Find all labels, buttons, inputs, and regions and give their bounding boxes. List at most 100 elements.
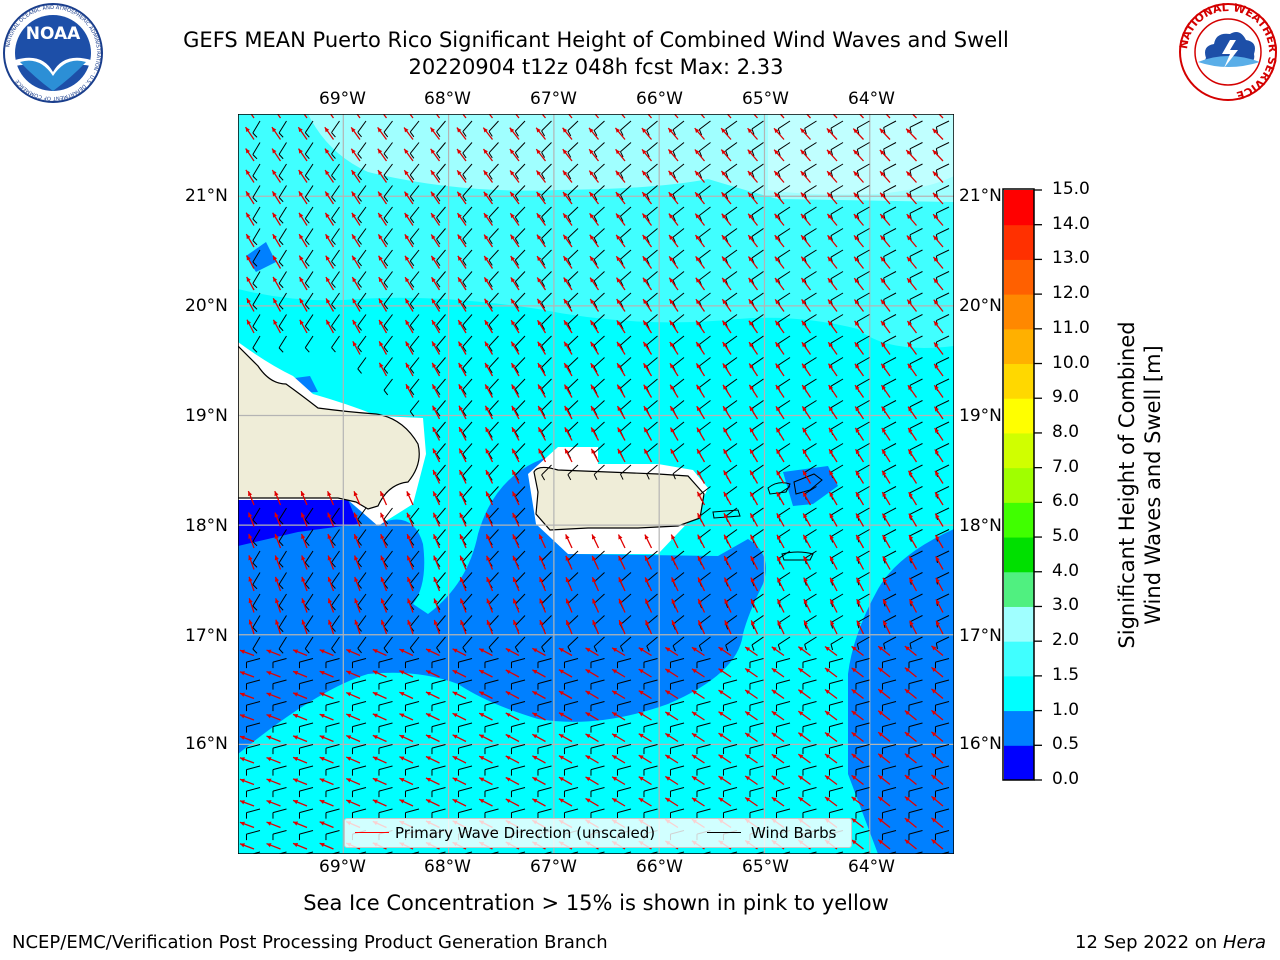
wind-barb xyxy=(436,636,446,649)
wave-arrow-head xyxy=(749,384,754,390)
wave-arrow-head xyxy=(299,298,304,304)
wave-arrow-head xyxy=(665,754,671,760)
wind-barb xyxy=(646,206,658,217)
wind-barb xyxy=(909,421,923,429)
wind-barb xyxy=(672,550,685,561)
colorbar-segment xyxy=(1004,606,1034,642)
wind-barb-feather xyxy=(541,324,546,330)
wind-barb xyxy=(883,314,897,322)
wind-barb xyxy=(304,615,314,628)
wave-arrow-head xyxy=(748,256,753,262)
wind-barb-feather xyxy=(252,562,258,568)
wave-arrow-head xyxy=(266,800,272,805)
wave-arrow-head xyxy=(510,277,516,283)
wind-barb xyxy=(462,120,473,132)
wave-arrow-head xyxy=(775,384,781,390)
wind-barb xyxy=(436,228,446,240)
wave-arrow-head xyxy=(665,797,671,803)
wind-barb-feather xyxy=(462,346,467,352)
wave-arrow-head xyxy=(266,649,272,654)
wind-barb-feather xyxy=(593,173,598,179)
wave-arrow-head xyxy=(479,734,485,739)
wave-arrow-head xyxy=(562,149,568,155)
lon-label-top-69: 69°W xyxy=(319,89,366,109)
wind-barb xyxy=(357,271,367,284)
wave-arrow-head xyxy=(293,714,299,719)
wave-arrow-head xyxy=(904,818,910,823)
wind-barb xyxy=(304,292,314,305)
wind-barb-feather xyxy=(278,541,284,547)
wind-barb-feather xyxy=(698,236,703,243)
wind-barb xyxy=(830,615,844,624)
wind-barb-feather xyxy=(252,261,258,267)
wave-arrow-head xyxy=(239,800,245,805)
wind-barb xyxy=(751,120,764,130)
wind-barb xyxy=(252,249,261,263)
wind-barb xyxy=(304,550,314,563)
wave-arrow-head xyxy=(380,598,385,604)
wind-barb xyxy=(829,679,844,685)
wind-barb xyxy=(541,550,552,562)
wave-arrow-head xyxy=(904,796,910,802)
wind-barb xyxy=(804,163,817,172)
wave-arrow-head xyxy=(293,800,299,805)
wind-barb xyxy=(723,722,738,728)
wind-barb xyxy=(696,679,711,685)
wind-barb xyxy=(936,464,950,472)
wind-barb xyxy=(462,206,473,218)
wind-barb-feather xyxy=(567,345,572,352)
wave-arrow-head xyxy=(532,734,538,739)
wind-barb xyxy=(643,744,658,749)
wind-barb xyxy=(696,808,711,814)
wind-barb xyxy=(246,658,261,663)
wind-barb xyxy=(778,507,791,517)
wind-barb-feather xyxy=(488,217,493,223)
wind-barb-feather xyxy=(357,519,362,525)
wind-barb-feather xyxy=(777,644,781,651)
wind-barb xyxy=(672,421,685,432)
wave-arrow-head xyxy=(618,620,623,626)
wind-barb xyxy=(325,679,340,685)
wind-barb-feather xyxy=(725,172,729,178)
wind-barb xyxy=(936,357,950,364)
wave-arrow-head xyxy=(301,534,306,540)
wave-arrow-head xyxy=(457,213,462,219)
wind-barb xyxy=(883,486,897,494)
wind-barb xyxy=(488,228,499,240)
wind-barb xyxy=(462,421,473,433)
wind-barb xyxy=(909,593,923,601)
wind-barb xyxy=(776,787,791,792)
wind-barb xyxy=(304,249,314,262)
wind-barb xyxy=(304,185,314,198)
wind-barb xyxy=(325,787,340,792)
wave-arrow-head xyxy=(248,619,253,625)
wind-barb xyxy=(409,228,420,240)
wind-barb-feather xyxy=(830,644,834,651)
wave-arrow-head xyxy=(512,491,517,497)
wave-arrow xyxy=(541,114,547,119)
wind-barb-feather xyxy=(856,127,860,134)
wind-barb-feather xyxy=(488,324,493,331)
wave-arrow-head xyxy=(694,149,700,155)
wave-arrow-head xyxy=(798,797,804,802)
wave-arrow-head xyxy=(906,192,912,198)
wave-arrow-head xyxy=(558,648,564,653)
wind-barb-feather xyxy=(593,280,598,287)
wind-barb xyxy=(462,228,473,240)
wind-barb xyxy=(804,206,817,215)
wind-barb xyxy=(751,163,764,173)
wave-arrow-head xyxy=(505,648,511,653)
wave-arrow-head xyxy=(934,428,939,433)
wind-barb xyxy=(723,787,738,792)
wind-barb xyxy=(409,378,420,391)
wind-barb xyxy=(409,636,420,649)
wave-arrow-head xyxy=(824,797,830,802)
wave-arrow-head xyxy=(585,733,591,739)
wave-arrow-head xyxy=(747,170,753,176)
wind-barb-feather xyxy=(252,627,258,633)
wave-arrow-head xyxy=(802,470,808,476)
wave-arrow-head xyxy=(638,669,644,674)
wind-barb xyxy=(776,808,791,814)
wave-arrow-head xyxy=(565,534,570,540)
wind-barb xyxy=(304,142,314,155)
